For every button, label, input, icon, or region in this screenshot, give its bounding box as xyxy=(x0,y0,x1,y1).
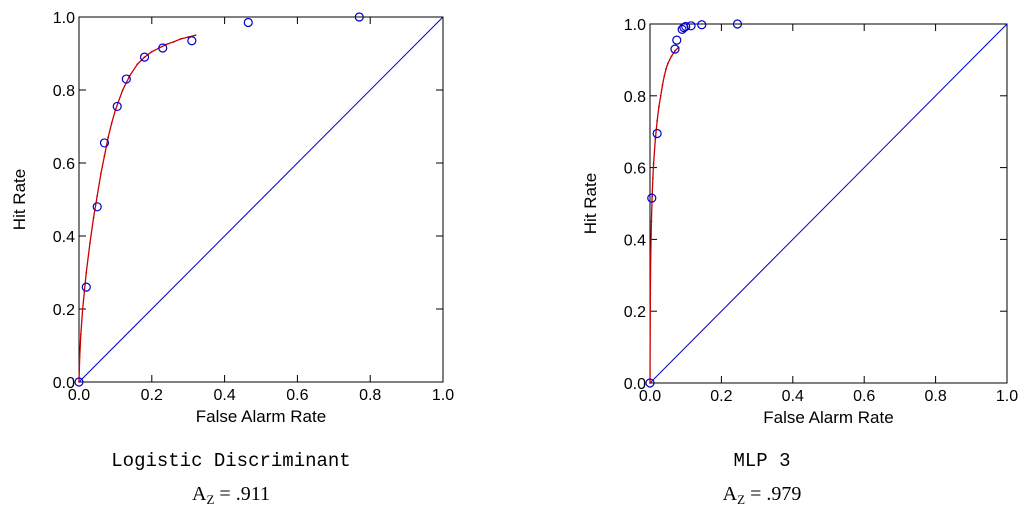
x-tick-label: 0.6 xyxy=(853,388,875,405)
roc-panel-1: 0.0 0.2 0.4 0.6 0.8 1.0 0.0 0.2 0.4 0.6 0.8 1.0 Fals… xyxy=(10,10,454,507)
chance-diagonal-line xyxy=(649,23,1008,384)
roc-data-point xyxy=(139,52,150,62)
y-tick-label: 0.8 xyxy=(53,83,75,100)
fitted-curve-marker xyxy=(78,355,81,358)
fitted-curve-marker xyxy=(650,220,653,223)
roc-data-point xyxy=(121,74,131,84)
plot-frame xyxy=(649,23,1008,384)
fitted-curve-marker xyxy=(110,121,113,124)
az-value: AZ = .979 xyxy=(723,483,802,507)
roc-data-point xyxy=(74,377,84,387)
y-tick-label: 0.6 xyxy=(53,156,75,173)
fitted-curve-marker xyxy=(79,333,82,336)
fitted-roc-curve xyxy=(649,46,680,384)
y-axis-label: Hit Rate xyxy=(10,169,29,230)
y-tick-label: 0.0 xyxy=(53,375,75,392)
roc-data-point xyxy=(354,12,364,22)
classifier-caption: MLP 3 xyxy=(733,450,790,472)
fitted-curve-marker xyxy=(136,63,139,66)
fitted-curve-marker xyxy=(143,56,146,59)
y-tick-label: 1.0 xyxy=(53,10,75,27)
fitted-curve-marker xyxy=(85,271,88,274)
roc-data-point xyxy=(652,128,662,139)
x-axis-label: False Alarm Rate xyxy=(763,408,893,427)
y-tick-label: 0.6 xyxy=(624,161,646,178)
fitted-curve-marker xyxy=(89,242,91,245)
fitted-curve-marker xyxy=(658,105,660,108)
y-tick-label: 0.0 xyxy=(624,376,646,393)
x-tick-label: 0.4 xyxy=(213,387,235,404)
fitted-curve-marker xyxy=(96,194,99,197)
roc-data-point xyxy=(732,19,743,29)
x-tick-label: 0.2 xyxy=(141,387,163,404)
fitted-curve-marker xyxy=(78,381,80,383)
y-tick-label: 1.0 xyxy=(624,17,646,34)
roc-data-point xyxy=(686,21,696,31)
y-axis-label: Hit Rate xyxy=(581,173,600,234)
y-tick-label: 0.4 xyxy=(53,229,75,246)
roc-data-point xyxy=(92,202,102,212)
x-tick-label: 0.0 xyxy=(68,387,90,404)
fitted-curve-marker xyxy=(670,55,673,58)
fitted-curve-marker xyxy=(92,216,95,219)
roc-data-point xyxy=(647,193,657,203)
fitted-roc-curve xyxy=(78,34,196,383)
fitted-curve-marker xyxy=(661,84,664,86)
y-tick-label: 0.8 xyxy=(624,89,646,106)
roc-data-point xyxy=(672,35,682,45)
roc-data-point xyxy=(697,20,707,30)
x-tick-label: 0.8 xyxy=(924,388,946,405)
fitted-curve-marker xyxy=(649,292,652,295)
roc-data-point xyxy=(243,17,253,28)
classifier-caption: Logistic Discriminant xyxy=(111,450,350,472)
roc-data-point xyxy=(112,101,122,112)
fitted-curve-marker xyxy=(103,154,106,157)
x-tick-label: 0.8 xyxy=(359,387,381,404)
fitted-curve-marker xyxy=(651,195,654,198)
x-tick-label: 0.4 xyxy=(782,388,804,405)
x-tick-label: 1.0 xyxy=(432,387,454,404)
fitted-curve-marker xyxy=(652,163,655,165)
fitted-curve-marker xyxy=(666,62,669,65)
roc-panel-2: 0.0 0.2 0.4 0.6 0.8 1.0 0.0 0.2 0.4 0.6 0.8 1.0 Fals… xyxy=(581,17,1018,507)
fitted-curve-marker xyxy=(659,94,662,97)
roc-data-point xyxy=(681,21,691,32)
y-tick-label: 0.4 xyxy=(624,232,646,249)
y-tick-label: 0.2 xyxy=(53,302,75,319)
y-tick-label: 0.2 xyxy=(624,304,646,321)
fitted-curve-marker xyxy=(121,89,124,91)
fitted-curve-marker xyxy=(651,177,654,180)
fitted-curve-marker xyxy=(674,50,676,52)
fitted-curve-marker xyxy=(107,136,110,139)
plot-frame xyxy=(78,16,444,383)
x-axis-label: False Alarm Rate xyxy=(196,407,326,426)
chance-diagonal-line xyxy=(78,16,444,383)
fitted-curve-marker xyxy=(99,173,102,175)
fitted-curve-marker xyxy=(81,308,84,310)
roc-data-point xyxy=(670,44,680,54)
roc-data-point xyxy=(187,36,197,46)
x-tick-label: 0.2 xyxy=(710,388,732,405)
fitted-curve-marker xyxy=(194,34,197,37)
x-tick-label: 0.0 xyxy=(639,388,661,405)
fitted-curve-marker xyxy=(663,75,666,77)
roc-data-point xyxy=(81,282,91,292)
x-tick-label: 0.6 xyxy=(286,387,308,404)
fitted-curve-marker xyxy=(180,38,182,40)
roc-data-point xyxy=(645,378,655,388)
fitted-curve-marker xyxy=(172,40,175,43)
roc-data-point xyxy=(99,138,110,148)
fitted-curve-marker xyxy=(654,137,657,140)
fitted-curve-marker xyxy=(649,382,651,384)
x-tick-label: 1.0 xyxy=(996,388,1018,405)
fitted-curve-marker xyxy=(656,120,659,122)
roc-data-point xyxy=(158,43,168,53)
fitted-curve-marker xyxy=(649,256,652,259)
fitted-curve-marker xyxy=(665,67,667,70)
az-value: AZ = .911 xyxy=(192,483,270,507)
fitted-curve-marker xyxy=(150,50,153,53)
